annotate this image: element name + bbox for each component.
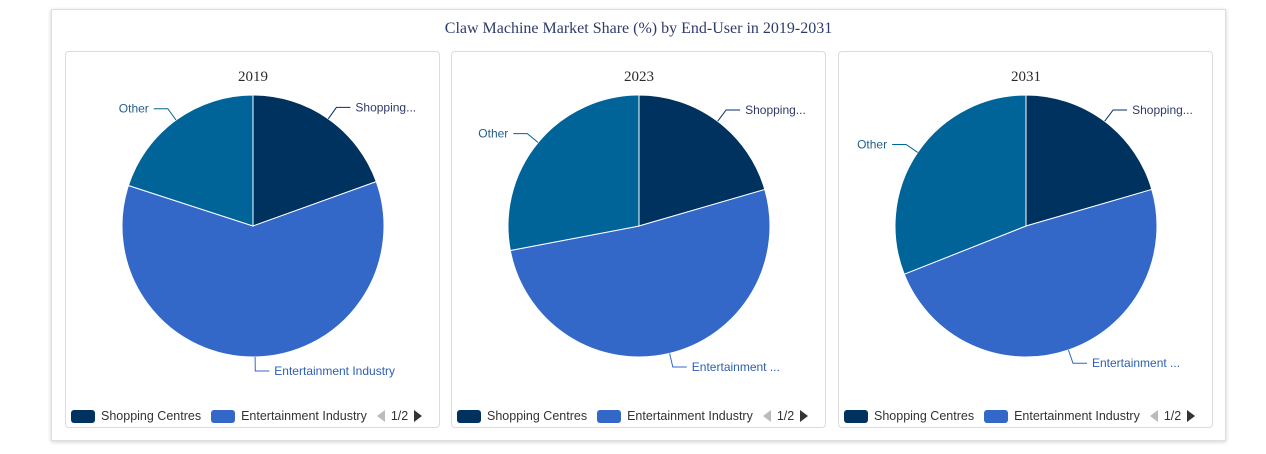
legend-page-indicator: 1/2	[390, 409, 409, 423]
pie-connector-shopping-centres	[327, 106, 351, 120]
pie-connector-shopping-centres	[717, 109, 741, 122]
pie-label-shopping-centres: Shopping...	[745, 103, 806, 117]
pie-chart-2: 2031 Shopping... Entertainment ... Other	[857, 69, 1193, 370]
legend-label-entertainment-industry: Entertainment Industry	[241, 409, 367, 423]
legend-swatch-shopping-centres	[457, 409, 481, 423]
legend-item-entertainment-industry[interactable]: Entertainment Industry	[211, 409, 367, 423]
legend-swatch-shopping-centres	[844, 409, 868, 423]
legend-swatch-entertainment-industry	[211, 409, 236, 423]
pie-label-shopping-centres: Shopping...	[355, 100, 416, 114]
pie-slice-shopping-centres[interactable]	[1025, 94, 1153, 227]
legend-next-arrow-icon[interactable]	[414, 410, 423, 422]
legend-label-entertainment-industry: Entertainment Industry	[1014, 409, 1140, 423]
legend-item-entertainment-industry[interactable]: Entertainment Industry	[597, 409, 753, 423]
pie-panel-1: 2023 Shopping... Entertainment ... Other Sh…	[451, 51, 826, 428]
legend-2: Shopping Centres Entertainment Industry …	[844, 407, 1196, 425]
pie-connector-shopping-centres	[1104, 109, 1128, 122]
legend-swatch-entertainment-industry	[984, 409, 1009, 423]
pie-connector-entertainment-industry	[669, 353, 687, 368]
legend-0: Shopping Centres Entertainment Industry …	[71, 407, 423, 425]
legend-label-shopping-centres: Shopping Centres	[101, 409, 202, 423]
pie-panel-0: 2019 Shopping... Entertainment Industry Oth…	[65, 51, 440, 428]
pie-connector-other	[153, 108, 177, 121]
pie-connector-entertainment-industry	[254, 356, 270, 372]
legend-item-shopping-centres[interactable]: Shopping Centres	[457, 409, 587, 423]
pie-label-other: Other	[119, 102, 149, 116]
legend-item-shopping-centres[interactable]: Shopping Centres	[844, 409, 974, 423]
pie-label-other: Other	[478, 127, 508, 141]
pie-slice-other[interactable]	[507, 94, 640, 252]
legend-page-indicator: 1/2	[776, 409, 795, 423]
legend-pager: 1/2	[376, 409, 423, 423]
legend-label-shopping-centres: Shopping Centres	[487, 409, 588, 423]
pie-slice-other[interactable]	[127, 94, 254, 227]
legend-swatch-shopping-centres	[71, 409, 95, 423]
chart-card: Claw Machine Market Share (%) by End-Use…	[51, 9, 1226, 441]
pie-slice-other[interactable]	[894, 94, 1027, 275]
pie-slice-shopping-centres[interactable]	[252, 94, 377, 227]
pie-connector-entertainment-industry	[1067, 349, 1087, 364]
pie-title-1: 2023	[624, 69, 654, 85]
pie-connector-other	[892, 144, 918, 153]
pie-label-entertainment-industry: Entertainment ...	[692, 360, 780, 374]
legend-pager: 1/2	[762, 409, 809, 423]
pie-title-2: 2031	[1011, 69, 1041, 85]
main-chart-title: Claw Machine Market Share (%) by End-Use…	[444, 20, 833, 37]
pie-label-entertainment-industry: Entertainment Industry	[274, 364, 395, 378]
pie-label-other: Other	[857, 138, 887, 152]
legend-pager: 1/2	[1149, 409, 1196, 423]
pie-label-shopping-centres: Shopping...	[1132, 103, 1193, 117]
legend-label-entertainment-industry: Entertainment Industry	[627, 409, 753, 423]
legend-swatch-entertainment-industry	[597, 409, 622, 423]
legend-prev-arrow-icon[interactable]	[1149, 410, 1158, 422]
pie-chart-0: 2019 Shopping... Entertainment Industry Oth…	[119, 69, 416, 378]
pie-slice-entertainment-industry[interactable]	[121, 180, 385, 358]
pie-panel-2: 2031 Shopping... Entertainment ... Other Sh…	[838, 51, 1213, 428]
pie-chart-1: 2023 Shopping... Entertainment ... Other	[478, 69, 806, 374]
pie-slice-shopping-centres[interactable]	[638, 94, 766, 227]
legend-prev-arrow-icon[interactable]	[762, 410, 771, 422]
legend-item-shopping-centres[interactable]: Shopping Centres	[71, 409, 201, 423]
legend-next-arrow-icon[interactable]	[800, 410, 809, 422]
pie-title-0: 2019	[238, 69, 268, 85]
pie-slice-entertainment-industry[interactable]	[509, 188, 771, 358]
legend-prev-arrow-icon[interactable]	[376, 410, 385, 422]
pie-connector-other	[513, 133, 539, 143]
legend-label-shopping-centres: Shopping Centres	[874, 409, 975, 423]
legend-1: Shopping Centres Entertainment Industry …	[457, 407, 809, 425]
pie-label-entertainment-industry: Entertainment ...	[1092, 356, 1180, 370]
legend-page-indicator: 1/2	[1163, 409, 1182, 423]
legend-next-arrow-icon[interactable]	[1187, 410, 1196, 422]
legend-item-entertainment-industry[interactable]: Entertainment Industry	[984, 409, 1140, 423]
